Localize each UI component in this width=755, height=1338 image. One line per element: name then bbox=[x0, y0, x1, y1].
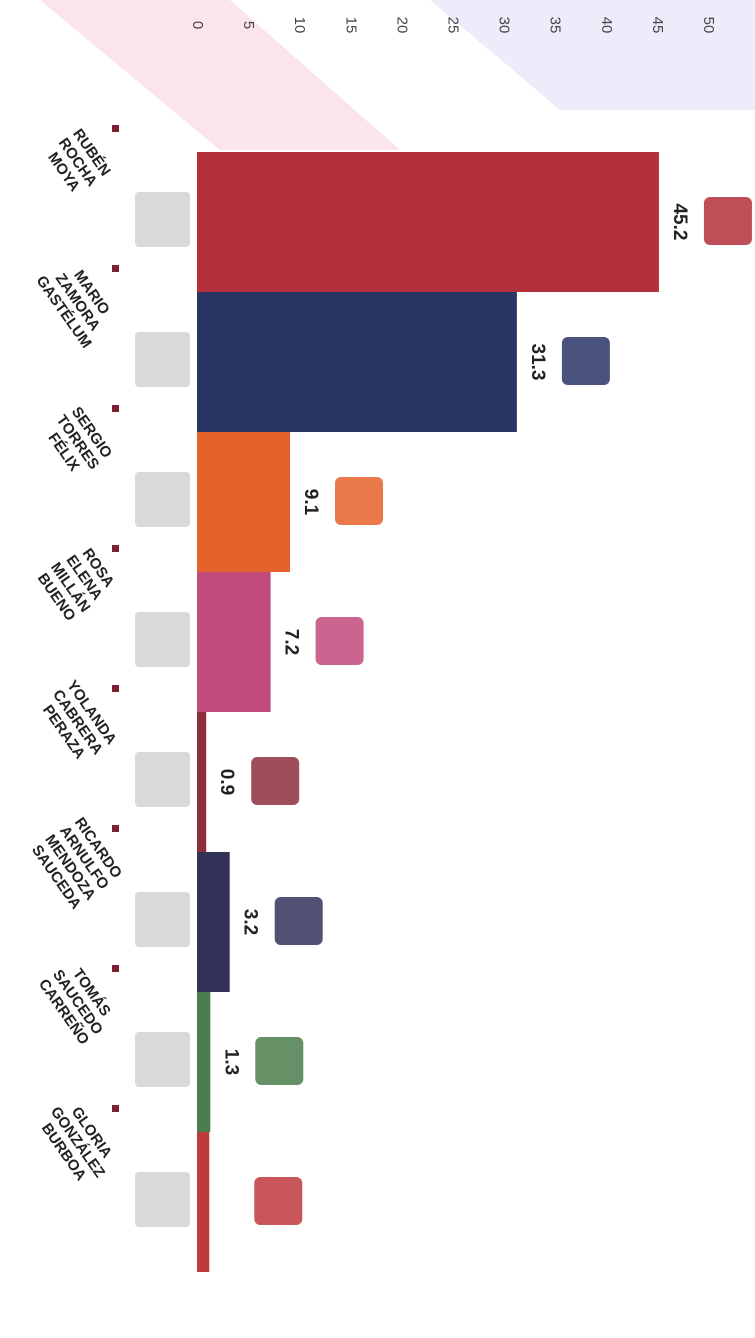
candidate-photo bbox=[135, 752, 190, 807]
value-tick-label: 20 bbox=[393, 17, 410, 34]
value-tick-label: 0 bbox=[189, 21, 206, 29]
legend-dot bbox=[112, 405, 119, 412]
value-tick-label: 15 bbox=[342, 17, 359, 34]
bar bbox=[197, 152, 659, 292]
party-logo bbox=[251, 757, 300, 805]
value-tick-label: 5 bbox=[240, 21, 257, 29]
party-logo bbox=[561, 337, 610, 385]
value-label: 9.1 bbox=[300, 489, 321, 516]
candidate-photo bbox=[135, 1032, 190, 1087]
value-label: 3.2 bbox=[240, 909, 261, 935]
candidate-photo bbox=[135, 1172, 190, 1227]
bar bbox=[197, 292, 517, 432]
candidate-photo bbox=[135, 472, 190, 527]
party-logo bbox=[255, 1037, 304, 1085]
candidate-name: RUBÉNROCHAMOYA bbox=[41, 125, 114, 199]
bar bbox=[197, 712, 207, 852]
candidate-photo bbox=[135, 892, 190, 947]
value-label: 0.9 bbox=[216, 769, 237, 795]
value-tick-label: 45 bbox=[649, 17, 666, 34]
candidate-name: YOLANDACABRERAPERAZA bbox=[35, 677, 120, 768]
party-logo bbox=[335, 477, 384, 525]
value-tick-label: 35 bbox=[547, 17, 564, 34]
candidate-name: MARIOZAMORAGASTÉLUM bbox=[33, 253, 123, 351]
bar bbox=[197, 1132, 210, 1272]
value-label: 7.2 bbox=[281, 629, 302, 655]
candidate-name: TOMÁSSAUCEDOCARREÑO bbox=[35, 957, 120, 1049]
party-logo bbox=[315, 617, 364, 665]
bar bbox=[197, 992, 211, 1132]
value-tick-label: 40 bbox=[598, 17, 615, 34]
bar bbox=[197, 852, 230, 992]
legend-dot bbox=[112, 125, 119, 132]
party-logo bbox=[254, 1177, 303, 1225]
party-logo bbox=[703, 197, 752, 245]
legend-dot bbox=[112, 965, 119, 972]
bar bbox=[197, 572, 271, 712]
party-logo bbox=[274, 897, 323, 945]
candidate-name: ROSAELENAMILLÁNBUENO bbox=[33, 540, 121, 625]
bg-shape bbox=[430, 0, 755, 110]
value-label: 31.3 bbox=[527, 344, 548, 381]
value-tick-label: 10 bbox=[291, 17, 308, 34]
legend-dot bbox=[112, 1105, 119, 1112]
candidate-photo bbox=[135, 192, 190, 247]
value-tick-label: 25 bbox=[445, 17, 462, 34]
bg-shape bbox=[40, 0, 400, 150]
value-tick-label: 50 bbox=[700, 17, 717, 34]
value-tick-label: 30 bbox=[496, 17, 513, 34]
legend-dot bbox=[112, 685, 119, 692]
legend-dot bbox=[112, 265, 119, 272]
candidate-name: SERGIOTORRESFÉLIX bbox=[39, 402, 116, 482]
value-label: 1.3 bbox=[220, 1049, 241, 1075]
legend-dot bbox=[112, 825, 119, 832]
candidate-name: GLORIAGONZÁLEZBURBOA bbox=[33, 1094, 122, 1191]
legend-dot bbox=[112, 545, 119, 552]
bar bbox=[197, 432, 291, 572]
candidate-photo bbox=[135, 332, 190, 387]
candidate-photo bbox=[135, 612, 190, 667]
value-label: 45.2 bbox=[669, 204, 690, 241]
